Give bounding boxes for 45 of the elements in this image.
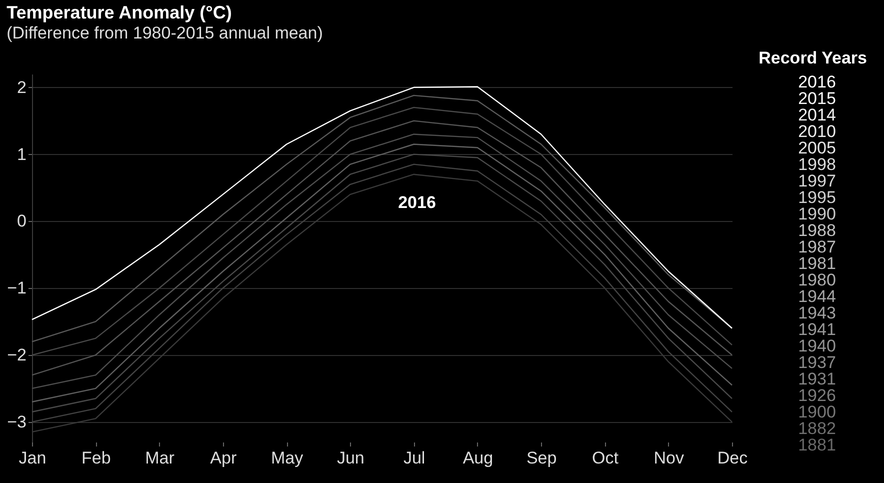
x-tick-label: Apr xyxy=(210,448,237,468)
x-tick-label: May xyxy=(270,448,304,468)
text: 1995 xyxy=(798,188,836,207)
text: 2015 xyxy=(798,88,836,108)
text: 1940 xyxy=(798,336,836,356)
x-tick-label: Dec xyxy=(717,448,748,468)
x-tick-label: Oct xyxy=(592,448,619,468)
text: 2010 xyxy=(798,122,836,141)
text: 2014 xyxy=(798,105,836,124)
y-tick-label: 0 xyxy=(17,212,26,231)
x-tick-label: Nov xyxy=(654,448,684,468)
y-tick-label: −3 xyxy=(7,412,26,432)
text: 1944 xyxy=(798,287,836,306)
text: 1881 xyxy=(798,436,836,455)
x-tick-label: Jul xyxy=(403,448,426,468)
text: 1882 xyxy=(798,419,836,438)
text: 1987 xyxy=(798,237,836,256)
x-tick-label: Aug xyxy=(462,448,494,468)
x-tick-label: Jun xyxy=(336,448,364,468)
text: 1900 xyxy=(798,402,836,422)
chart-title: Temperature Anomaly (°C) xyxy=(6,2,232,22)
text: 1997 xyxy=(798,171,836,190)
text: 1931 xyxy=(798,370,836,389)
y-tick-label: 2 xyxy=(17,78,26,97)
text: 1981 xyxy=(798,254,836,273)
text: 1943 xyxy=(798,304,836,323)
y-tick-label: −2 xyxy=(7,346,26,365)
x-tick-label: Jan xyxy=(18,448,46,468)
y-tick-label: 1 xyxy=(17,144,26,164)
chart-subtitle: (Difference from 1980-2015 annual mean) xyxy=(6,23,323,42)
text: 1980 xyxy=(798,270,836,290)
text: Record Years xyxy=(758,48,867,68)
text: 1988 xyxy=(798,220,836,240)
text: 2016 xyxy=(798,72,836,92)
text: 2005 xyxy=(798,138,836,158)
x-tick-label: Feb xyxy=(81,448,111,468)
text: 1990 xyxy=(798,204,836,224)
y-tick-label: −1 xyxy=(7,278,26,298)
x-tick-label: Sep xyxy=(526,448,557,468)
text: 1941 xyxy=(798,320,836,340)
text: 1998 xyxy=(798,154,836,174)
text: 1926 xyxy=(798,386,836,406)
text: 1937 xyxy=(798,353,836,372)
annotation: 2016 xyxy=(398,192,436,212)
x-tick-label: Mar xyxy=(145,448,175,468)
